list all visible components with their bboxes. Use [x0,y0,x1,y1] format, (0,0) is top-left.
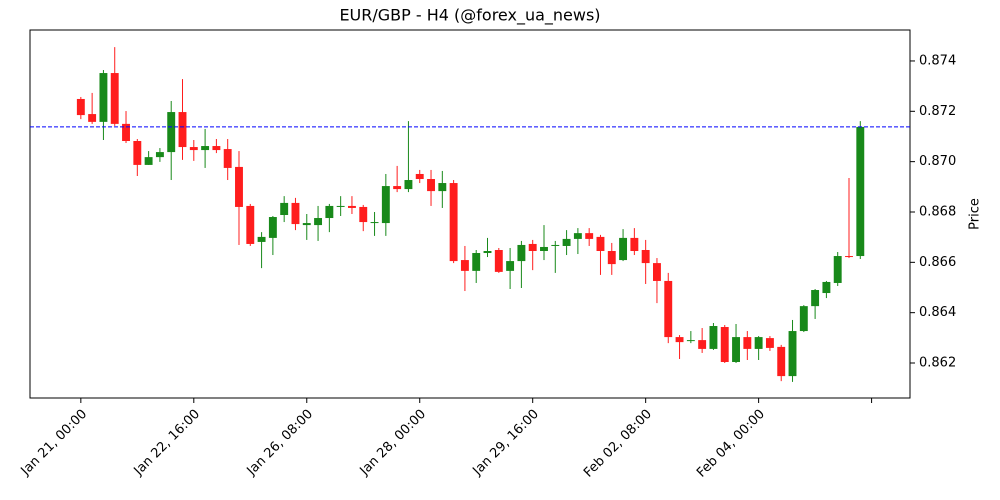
x-tick-label: Jan 28, 00:00 [357,407,429,479]
candle-body [494,249,503,272]
candle-body [856,126,865,257]
y-axis-label: Price [968,198,983,230]
candle-body [732,337,740,363]
candle-body [709,326,718,349]
candle-body [686,340,695,342]
candle-body [607,251,616,265]
candle-body [596,236,605,252]
candle-body [573,233,582,239]
candle-body [280,202,289,216]
candle-body [483,251,492,254]
candle-body [178,112,187,148]
candle-body [833,256,842,283]
x-tick-label: Feb 02, 08:00 [581,407,655,481]
candle-body [743,337,752,349]
candle-body [144,157,153,165]
candle-body [472,253,481,271]
candle-body [754,337,763,349]
candle-body [155,152,164,158]
candle-body [370,222,379,224]
candle-body [799,306,808,332]
candle-body [88,114,97,122]
candle-body [765,338,774,348]
candle-body [517,244,526,262]
candle-body [76,98,85,116]
x-tick-label: Jan 29, 16:00 [470,407,542,479]
candle-body [675,337,684,343]
candle-body [641,249,650,264]
candle-body [415,173,424,180]
candle-body [619,237,628,261]
y-tick-label: 0.874 [919,53,956,68]
candle-body [653,263,661,281]
candle-body [201,146,210,151]
candle-body [777,346,786,377]
candle-body [811,290,820,307]
candle-body [212,146,221,151]
candle-body [235,166,243,207]
candle-body [720,327,729,363]
candle-body [122,123,130,142]
candle-body [585,233,594,239]
candle-body [788,331,797,377]
candle-body [336,205,345,207]
candle-body [302,223,311,226]
candle-body [845,256,853,258]
candle-body [528,243,537,252]
candle-body [189,147,198,151]
y-tick-label: 0.864 [919,305,956,320]
candle-body [438,183,447,192]
candle-body [325,205,334,219]
candle-body [291,202,300,225]
candle-body [460,260,469,271]
candle-body [506,261,515,271]
candle-body [257,236,266,242]
candle-body [347,205,356,208]
x-tick-label: Jan 21, 00:00 [18,407,90,479]
candle-body [133,141,142,165]
y-tick-label: 0.862 [919,356,956,371]
candle-body [630,237,639,252]
candle-body [427,179,435,192]
y-tick-label: 0.868 [919,204,956,219]
chart-title: EUR/GBP - H4 (@forex_ua_news) [339,6,600,26]
plot-frame [29,29,911,399]
candle-body [381,186,390,224]
candle-body [167,112,176,153]
candle-body [110,73,119,124]
candle-body [223,149,232,168]
y-tick-label: 0.870 [919,154,956,169]
y-tick-label: 0.872 [919,104,956,119]
x-tick-label: Jan 26, 08:00 [244,407,316,479]
candle-body [551,244,560,246]
candle-body [246,205,255,244]
candle-body [99,73,108,122]
candle-body [822,281,831,294]
candle-body [404,180,413,190]
x-tick-label: Jan 22, 16:00 [131,407,203,479]
candle-body [562,238,571,246]
x-tick-label: Feb 04, 00:00 [694,407,768,481]
candle-body [698,340,707,349]
candle-body [268,217,277,238]
candle-body [393,186,402,190]
candle-body [359,206,368,223]
y-tick-label: 0.866 [919,255,956,270]
candle-body [314,218,323,226]
candle-body [540,246,548,252]
candle-body [449,183,458,262]
candle-body [664,280,673,338]
